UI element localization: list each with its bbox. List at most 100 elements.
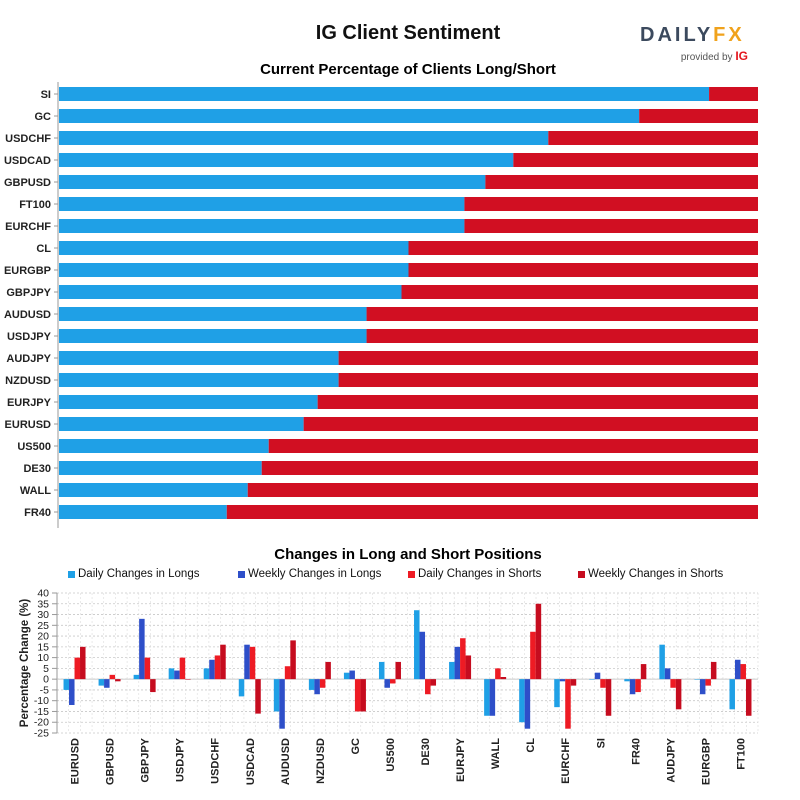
daily-longs-bar-de30 [414, 610, 420, 680]
y-tick-label: 30 [37, 609, 49, 621]
x-tick-label: SI [595, 738, 607, 748]
weekly-shorts-bar-audusd [290, 640, 296, 680]
weekly-shorts-bar-usdcad [255, 679, 261, 714]
long-bar-eurgbp [59, 263, 409, 277]
daily-longs-bar-nzdusd [308, 679, 315, 690]
daily-shorts-bar-cl [530, 631, 536, 680]
long-bar-gc [59, 109, 640, 123]
weekly-shorts-bar-usdjpy [185, 679, 191, 680]
y-tick-label: -25 [34, 728, 49, 740]
long-bar-audusd [59, 307, 367, 321]
daily-longs-bar-fr40 [624, 679, 630, 682]
weekly-longs-bar-gc [349, 670, 355, 680]
short-bar-usdcad [513, 153, 758, 167]
daily-shorts-bar-si [600, 679, 606, 688]
daily-shorts-bar-eurusd [74, 657, 81, 680]
y-tick-label: 15 [37, 641, 49, 653]
weekly-shorts-bar-eurusd [80, 646, 86, 680]
daily-longs-bar-cl [519, 679, 525, 723]
weekly-shorts-bar-eurjpy [465, 655, 472, 680]
short-bar-de30 [261, 461, 758, 475]
weekly-shorts-bar-fr40 [640, 664, 647, 680]
x-tick-label: USDCHF [210, 738, 222, 784]
daily-shorts-bar-wall [495, 668, 501, 680]
top-tick-label: EURUSD [5, 419, 52, 431]
long-bar-wall [59, 483, 248, 497]
logo-brand-b: FX [713, 24, 745, 46]
short-bar-audusd [366, 307, 758, 321]
daily-longs-bar-gbpjpy [133, 674, 140, 680]
y-tick-label: 20 [37, 631, 49, 643]
x-tick-label: GBPUSD [105, 738, 117, 785]
top-tick-label: USDCHF [5, 133, 51, 145]
long-bar-gbpusd [59, 175, 486, 189]
legend-label: Weekly Changes in Longs [248, 568, 382, 580]
x-tick-label: EURJPY [455, 737, 467, 782]
short-bar-fr40 [226, 505, 758, 519]
short-bar-us500 [268, 439, 758, 453]
daily-shorts-bar-us500 [389, 679, 396, 684]
short-bar-audjpy [338, 351, 758, 365]
weekly-shorts-bar-audjpy [675, 679, 682, 710]
top-tick-label: EURGBP [4, 265, 51, 277]
short-bar-wall [247, 483, 759, 497]
weekly-longs-bar-audusd [279, 679, 285, 729]
top-tick-label: USDJPY [7, 331, 52, 343]
long-bar-nzdusd [59, 373, 339, 387]
x-tick-label: USDCAD [245, 738, 257, 785]
daily-longs-bar-ft100 [729, 679, 735, 710]
legend-swatch [238, 570, 245, 578]
weekly-longs-bar-fr40 [629, 679, 636, 695]
short-bar-si [709, 87, 758, 101]
daily-longs-bar-eurgbp [694, 679, 700, 680]
x-tick-label: WALL [490, 738, 502, 769]
weekly-shorts-bar-usdchf [220, 644, 226, 680]
weekly-longs-bar-wall [489, 679, 496, 716]
x-tick-label: EURUSD [70, 738, 82, 785]
daily-longs-bar-usdjpy [168, 668, 175, 680]
long-bar-cl [59, 241, 409, 255]
top-tick-label: AUDUSD [4, 309, 51, 321]
daily-longs-bar-gbpusd [98, 679, 105, 686]
weekly-shorts-bar-eurchf [570, 679, 577, 686]
weekly-shorts-bar-gbpusd [115, 679, 121, 682]
x-tick-label: USDJPY [175, 737, 187, 782]
top-tick-label: FT100 [19, 199, 51, 211]
daily-longs-bar-eurusd [63, 679, 70, 690]
short-bar-nzdusd [338, 373, 758, 387]
short-bar-eurusd [303, 417, 758, 431]
short-bar-gbpusd [485, 175, 758, 189]
long-bar-audjpy [59, 351, 339, 365]
legend-label: Daily Changes in Longs [78, 568, 200, 580]
weekly-shorts-bar-wall [500, 677, 507, 680]
long-bar-usdchf [59, 131, 549, 145]
daily-longs-bar-usdcad [238, 679, 245, 697]
y-tick-label: 25 [37, 620, 49, 632]
y-tick-label: 5 [43, 663, 49, 675]
weekly-shorts-bar-eurgbp [710, 661, 717, 680]
logo-brand-a: DAILY [640, 24, 714, 46]
long-bar-fr40 [59, 505, 227, 519]
daily-shorts-bar-audusd [284, 666, 291, 680]
weekly-shorts-bar-cl [535, 603, 542, 680]
short-bar-eurgbp [408, 263, 758, 277]
legend-label: Weekly Changes in Shorts [588, 568, 724, 580]
x-tick-label: EURGBP [700, 738, 712, 785]
weekly-longs-bar-eurchf [559, 679, 566, 682]
daily-longs-bar-audjpy [659, 644, 665, 680]
short-bar-cl [408, 241, 758, 255]
top-tick-label: WALL [20, 485, 51, 497]
daily-shorts-bar-nzdusd [319, 679, 326, 688]
short-bar-gbpjpy [401, 285, 758, 299]
long-bar-ft100 [59, 197, 465, 211]
x-tick-label: NZDUSD [315, 738, 327, 784]
daily-shorts-bar-usdchf [214, 655, 221, 680]
weekly-longs-bar-gbpjpy [139, 618, 145, 680]
weekly-longs-bar-usdchf [209, 659, 215, 680]
y-tick-label: -5 [40, 684, 49, 696]
daily-shorts-bar-gbpjpy [144, 657, 151, 680]
legend-item-weekly-shorts: Weekly Changes in Shorts [578, 568, 723, 580]
y-tick-label: 0 [43, 674, 49, 686]
daily-longs-bar-eurchf [554, 679, 560, 708]
x-tick-label: EURCHF [560, 738, 572, 784]
